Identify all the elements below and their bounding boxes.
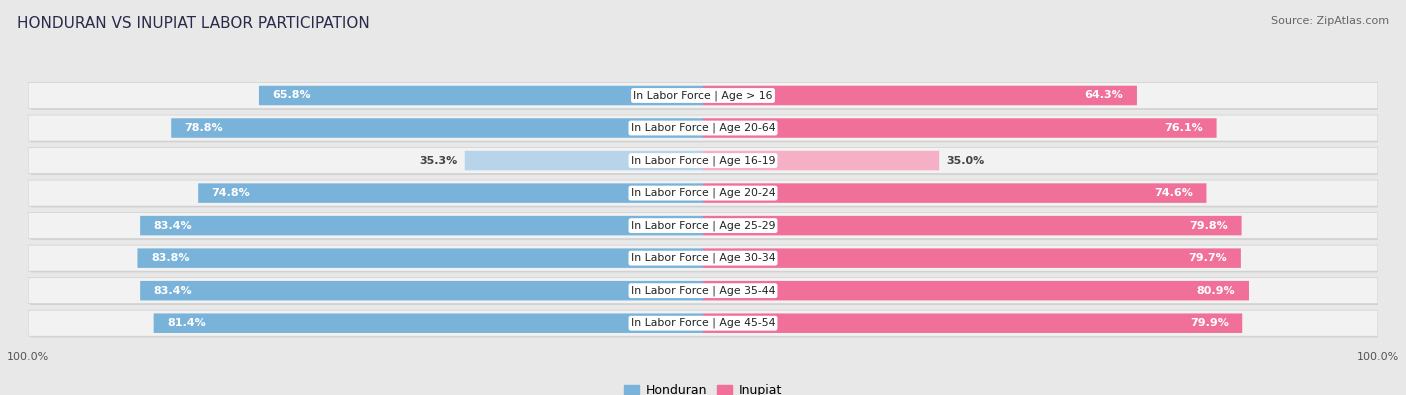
Text: 80.9%: 80.9% [1197,286,1236,296]
Text: 65.8%: 65.8% [273,90,311,100]
Text: In Labor Force | Age 16-19: In Labor Force | Age 16-19 [631,155,775,166]
FancyBboxPatch shape [28,148,1378,173]
Text: 83.4%: 83.4% [153,221,193,231]
Text: 83.8%: 83.8% [150,253,190,263]
FancyBboxPatch shape [703,216,1241,235]
Text: 81.4%: 81.4% [167,318,205,328]
FancyBboxPatch shape [703,281,1249,301]
FancyBboxPatch shape [31,246,1378,273]
FancyBboxPatch shape [31,149,1378,175]
Text: 35.3%: 35.3% [420,156,458,166]
Text: In Labor Force | Age 20-64: In Labor Force | Age 20-64 [631,123,775,133]
FancyBboxPatch shape [28,310,1378,336]
Text: 35.0%: 35.0% [946,156,984,166]
FancyBboxPatch shape [465,151,703,170]
Text: In Labor Force | Age 35-44: In Labor Force | Age 35-44 [631,286,775,296]
FancyBboxPatch shape [31,279,1378,305]
FancyBboxPatch shape [28,115,1378,141]
Text: In Labor Force | Age 20-24: In Labor Force | Age 20-24 [631,188,775,198]
Text: 83.4%: 83.4% [153,286,193,296]
FancyBboxPatch shape [703,183,1206,203]
FancyBboxPatch shape [703,151,939,170]
Text: 64.3%: 64.3% [1084,90,1123,100]
Text: 74.8%: 74.8% [212,188,250,198]
FancyBboxPatch shape [141,281,703,301]
FancyBboxPatch shape [31,214,1378,240]
Text: 79.7%: 79.7% [1188,253,1227,263]
FancyBboxPatch shape [198,183,703,203]
FancyBboxPatch shape [31,116,1378,142]
Text: In Labor Force | Age 45-54: In Labor Force | Age 45-54 [631,318,775,329]
FancyBboxPatch shape [141,216,703,235]
Text: In Labor Force | Age > 16: In Labor Force | Age > 16 [633,90,773,101]
Text: HONDURAN VS INUPIAT LABOR PARTICIPATION: HONDURAN VS INUPIAT LABOR PARTICIPATION [17,16,370,31]
FancyBboxPatch shape [172,118,703,138]
FancyBboxPatch shape [138,248,703,268]
FancyBboxPatch shape [703,314,1243,333]
FancyBboxPatch shape [28,245,1378,271]
FancyBboxPatch shape [28,180,1378,206]
Text: In Labor Force | Age 25-29: In Labor Force | Age 25-29 [631,220,775,231]
FancyBboxPatch shape [28,278,1378,304]
FancyBboxPatch shape [703,248,1241,268]
FancyBboxPatch shape [31,181,1378,207]
Text: In Labor Force | Age 30-34: In Labor Force | Age 30-34 [631,253,775,263]
Text: 78.8%: 78.8% [184,123,224,133]
Text: 74.6%: 74.6% [1154,188,1192,198]
Text: 76.1%: 76.1% [1164,123,1204,133]
Text: 79.8%: 79.8% [1189,221,1227,231]
FancyBboxPatch shape [259,86,703,105]
Legend: Honduran, Inupiat: Honduran, Inupiat [619,379,787,395]
FancyBboxPatch shape [153,314,703,333]
FancyBboxPatch shape [28,213,1378,239]
FancyBboxPatch shape [703,86,1137,105]
Text: Source: ZipAtlas.com: Source: ZipAtlas.com [1271,16,1389,26]
FancyBboxPatch shape [28,83,1378,109]
FancyBboxPatch shape [31,84,1378,110]
FancyBboxPatch shape [31,312,1378,337]
FancyBboxPatch shape [703,118,1216,138]
Text: 79.9%: 79.9% [1189,318,1229,328]
